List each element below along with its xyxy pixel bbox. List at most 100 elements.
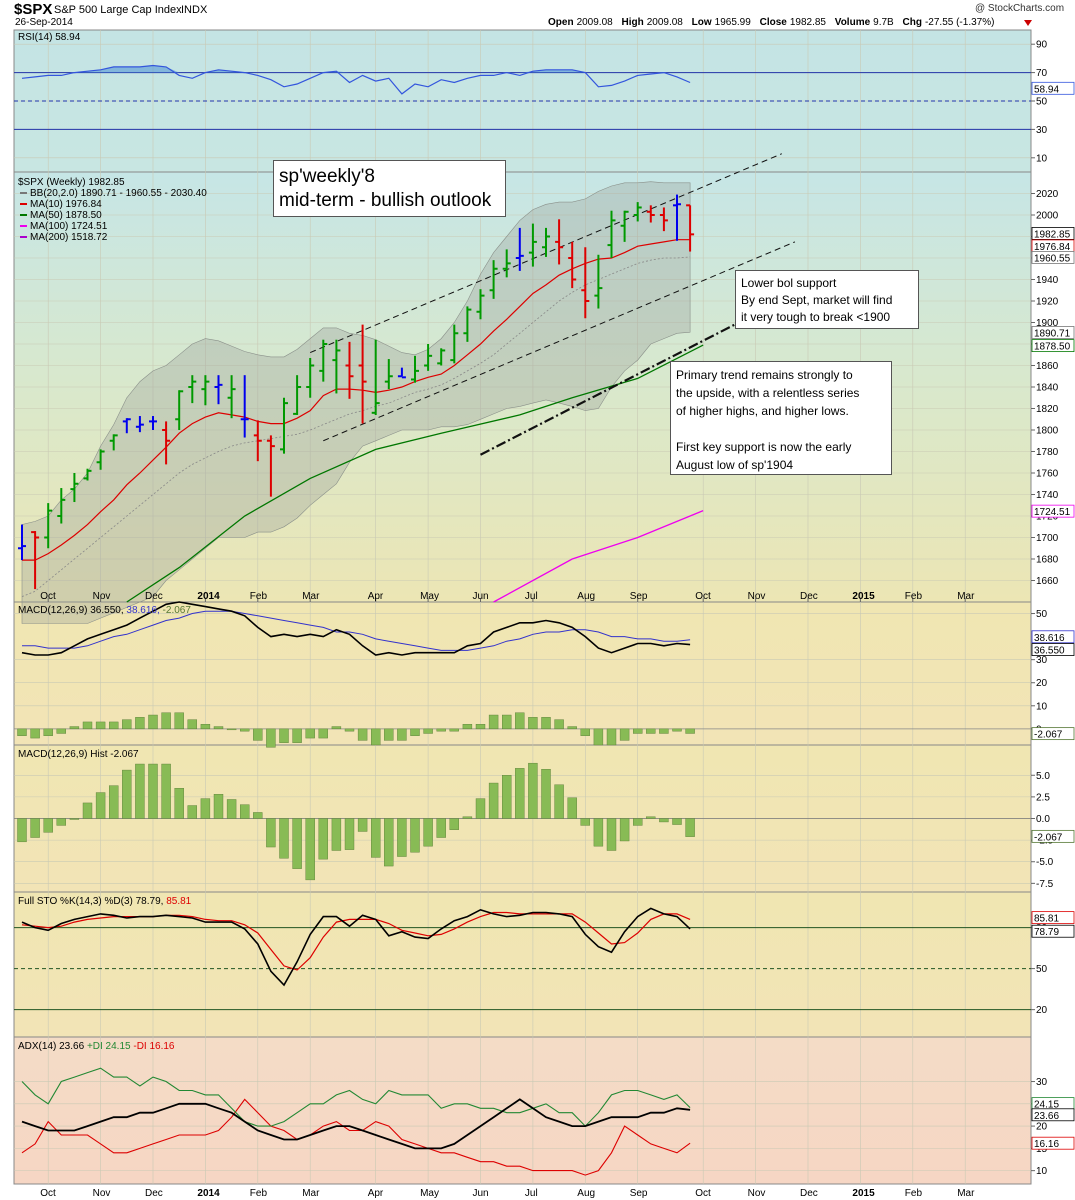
macd-hist-bar: [253, 728, 263, 741]
hist-bar: [410, 818, 420, 853]
macd-hist-bar: [554, 719, 564, 730]
macd-hist-bar: [371, 728, 381, 746]
hist-bar: [174, 788, 184, 819]
value-tag-label: 23.66: [1034, 1111, 1059, 1122]
x-tick-label-bottom: Jul: [525, 1188, 538, 1199]
x-tick-label-bottom: Mar: [957, 1188, 975, 1199]
x-tick-label-bottom: Nov: [748, 1188, 766, 1199]
value-tag-label: 38.616: [1034, 633, 1065, 644]
hist-bar: [685, 818, 695, 837]
hist-bar: [69, 818, 80, 820]
macd-hist-bar: [567, 726, 577, 730]
value-tag-label: 1724.51: [1034, 507, 1071, 518]
x-tick-label-bottom: Oct: [695, 1188, 711, 1199]
hist-bar: [253, 812, 263, 819]
data-series: [14, 64, 1031, 1176]
x-tick-label-bottom: Oct: [40, 1188, 56, 1199]
y-tick-label: 10: [1036, 153, 1048, 164]
value-tag: [1031, 924, 1075, 938]
macd-hist-bar: [56, 728, 66, 734]
macd-hist-bar: [266, 728, 276, 748]
adx-line: [21, 1098, 691, 1150]
annotation-line: sp'weekly'8: [279, 166, 375, 187]
value-tag-label: 1890.71: [1034, 328, 1071, 339]
hist-bar: [95, 792, 106, 819]
x-tick-label: Oct: [40, 591, 56, 602]
hist-bar: [357, 818, 368, 832]
legend-entry: MA(10) 1976.84: [30, 199, 102, 210]
x-tick-label-bottom: 2015: [852, 1188, 875, 1199]
minus-di-value: -DI 16.16: [133, 1041, 175, 1052]
y-tick-label: 10: [1036, 1166, 1048, 1177]
hist-bar: [122, 769, 132, 819]
lower-bol-annotation: Lower bol support By end Sept, market wi…: [735, 270, 919, 329]
y-tick-label: 30: [1036, 655, 1048, 666]
macd-hist-bar: [646, 728, 656, 734]
hist-bar: [462, 816, 473, 819]
hist-bar: [567, 797, 577, 819]
annotation-line: the upside, with a relentless series: [676, 386, 860, 400]
y-tick-label: 1760: [1036, 469, 1059, 480]
y-tick-label: 1940: [1036, 275, 1059, 286]
watermark: @ StockCharts.com: [975, 3, 1064, 14]
macd-hist-bar: [187, 719, 198, 730]
y-tick-label: 1920: [1036, 297, 1059, 308]
annotation-line: By end Sept, market will find: [741, 293, 893, 307]
hist-bar: [646, 816, 656, 819]
macd-legend: MACD(12,26,9) 36.550, 38.616, -2.067: [18, 605, 191, 616]
hist-bar: [43, 818, 53, 833]
macd-hist-bar: [541, 717, 551, 730]
hist-bar: [475, 798, 486, 819]
value-tag: [1031, 227, 1075, 240]
y-tick-label: -7.5: [1036, 879, 1054, 890]
macd-hist-bar: [200, 724, 211, 730]
hist-bar: [619, 818, 630, 842]
x-tick-label: Mar: [957, 591, 975, 602]
value-tag-label: 16.16: [1034, 1139, 1059, 1150]
x-tick-label: 2015: [852, 591, 875, 602]
ma50-line: [126, 344, 704, 603]
hist-bar: [384, 818, 394, 867]
macd-hist-bar: [436, 728, 446, 732]
sto-k-value: Full STO %K(14,3) %D(3) 78.79,: [18, 896, 166, 907]
value-tag: [1031, 727, 1075, 741]
value-tag: [1031, 251, 1075, 264]
value-tag: [1031, 504, 1075, 518]
axes: 10 30 50 70 90 RSI(14) 58.94 58.94 1660 1680 1700…: [18, 32, 1075, 1199]
hist-bar: [292, 818, 302, 869]
x-tick-label-bottom: Dec: [800, 1188, 818, 1199]
value-tag-label: 1976.84: [1034, 242, 1071, 253]
macd-hist-bar: [95, 721, 106, 730]
down-arrow-icon: [1024, 20, 1032, 26]
plus-di-value: +DI 24.15: [87, 1041, 133, 1052]
adx-value: ADX(14) 23.66: [18, 1041, 87, 1052]
macd-hist-bar: [108, 721, 119, 730]
value-tag: [1031, 81, 1075, 95]
x-tick-label: Oct: [695, 591, 711, 602]
annotation-line: it very tough to break <1900: [741, 310, 891, 324]
macd-hist-bar: [82, 721, 93, 730]
macd-hist-bar: [122, 719, 132, 730]
y-tick-label: 1800: [1036, 426, 1059, 437]
macd-hist-bar: [305, 728, 315, 739]
x-tick-label: Feb: [905, 591, 923, 602]
exchange-name: INDX: [181, 4, 208, 16]
value-tag: [1031, 630, 1075, 644]
hist-bar: [187, 805, 198, 819]
value-tag: [1031, 1108, 1075, 1122]
macd-hist-bar: [357, 728, 368, 741]
y-tick-label: 2020: [1036, 189, 1059, 200]
macd-hist-bar: [318, 728, 328, 739]
value-tag: [1031, 1136, 1075, 1150]
hist-bar: [266, 818, 276, 848]
hist-bar: [672, 818, 682, 825]
y-tick-label: 50: [1036, 97, 1048, 108]
macd-hist-bar: [488, 714, 499, 730]
y-tick-label: 50: [1036, 609, 1048, 620]
y-tick-label: 1700: [1036, 533, 1059, 544]
value-tag-label: 78.79: [1034, 927, 1059, 938]
hist-bar: [371, 818, 381, 858]
price-legend: $SPX (Weekly) 1982.85: [18, 177, 125, 188]
y-tick-label: 0.0: [1036, 814, 1050, 825]
lower-channel-line: [323, 241, 796, 442]
